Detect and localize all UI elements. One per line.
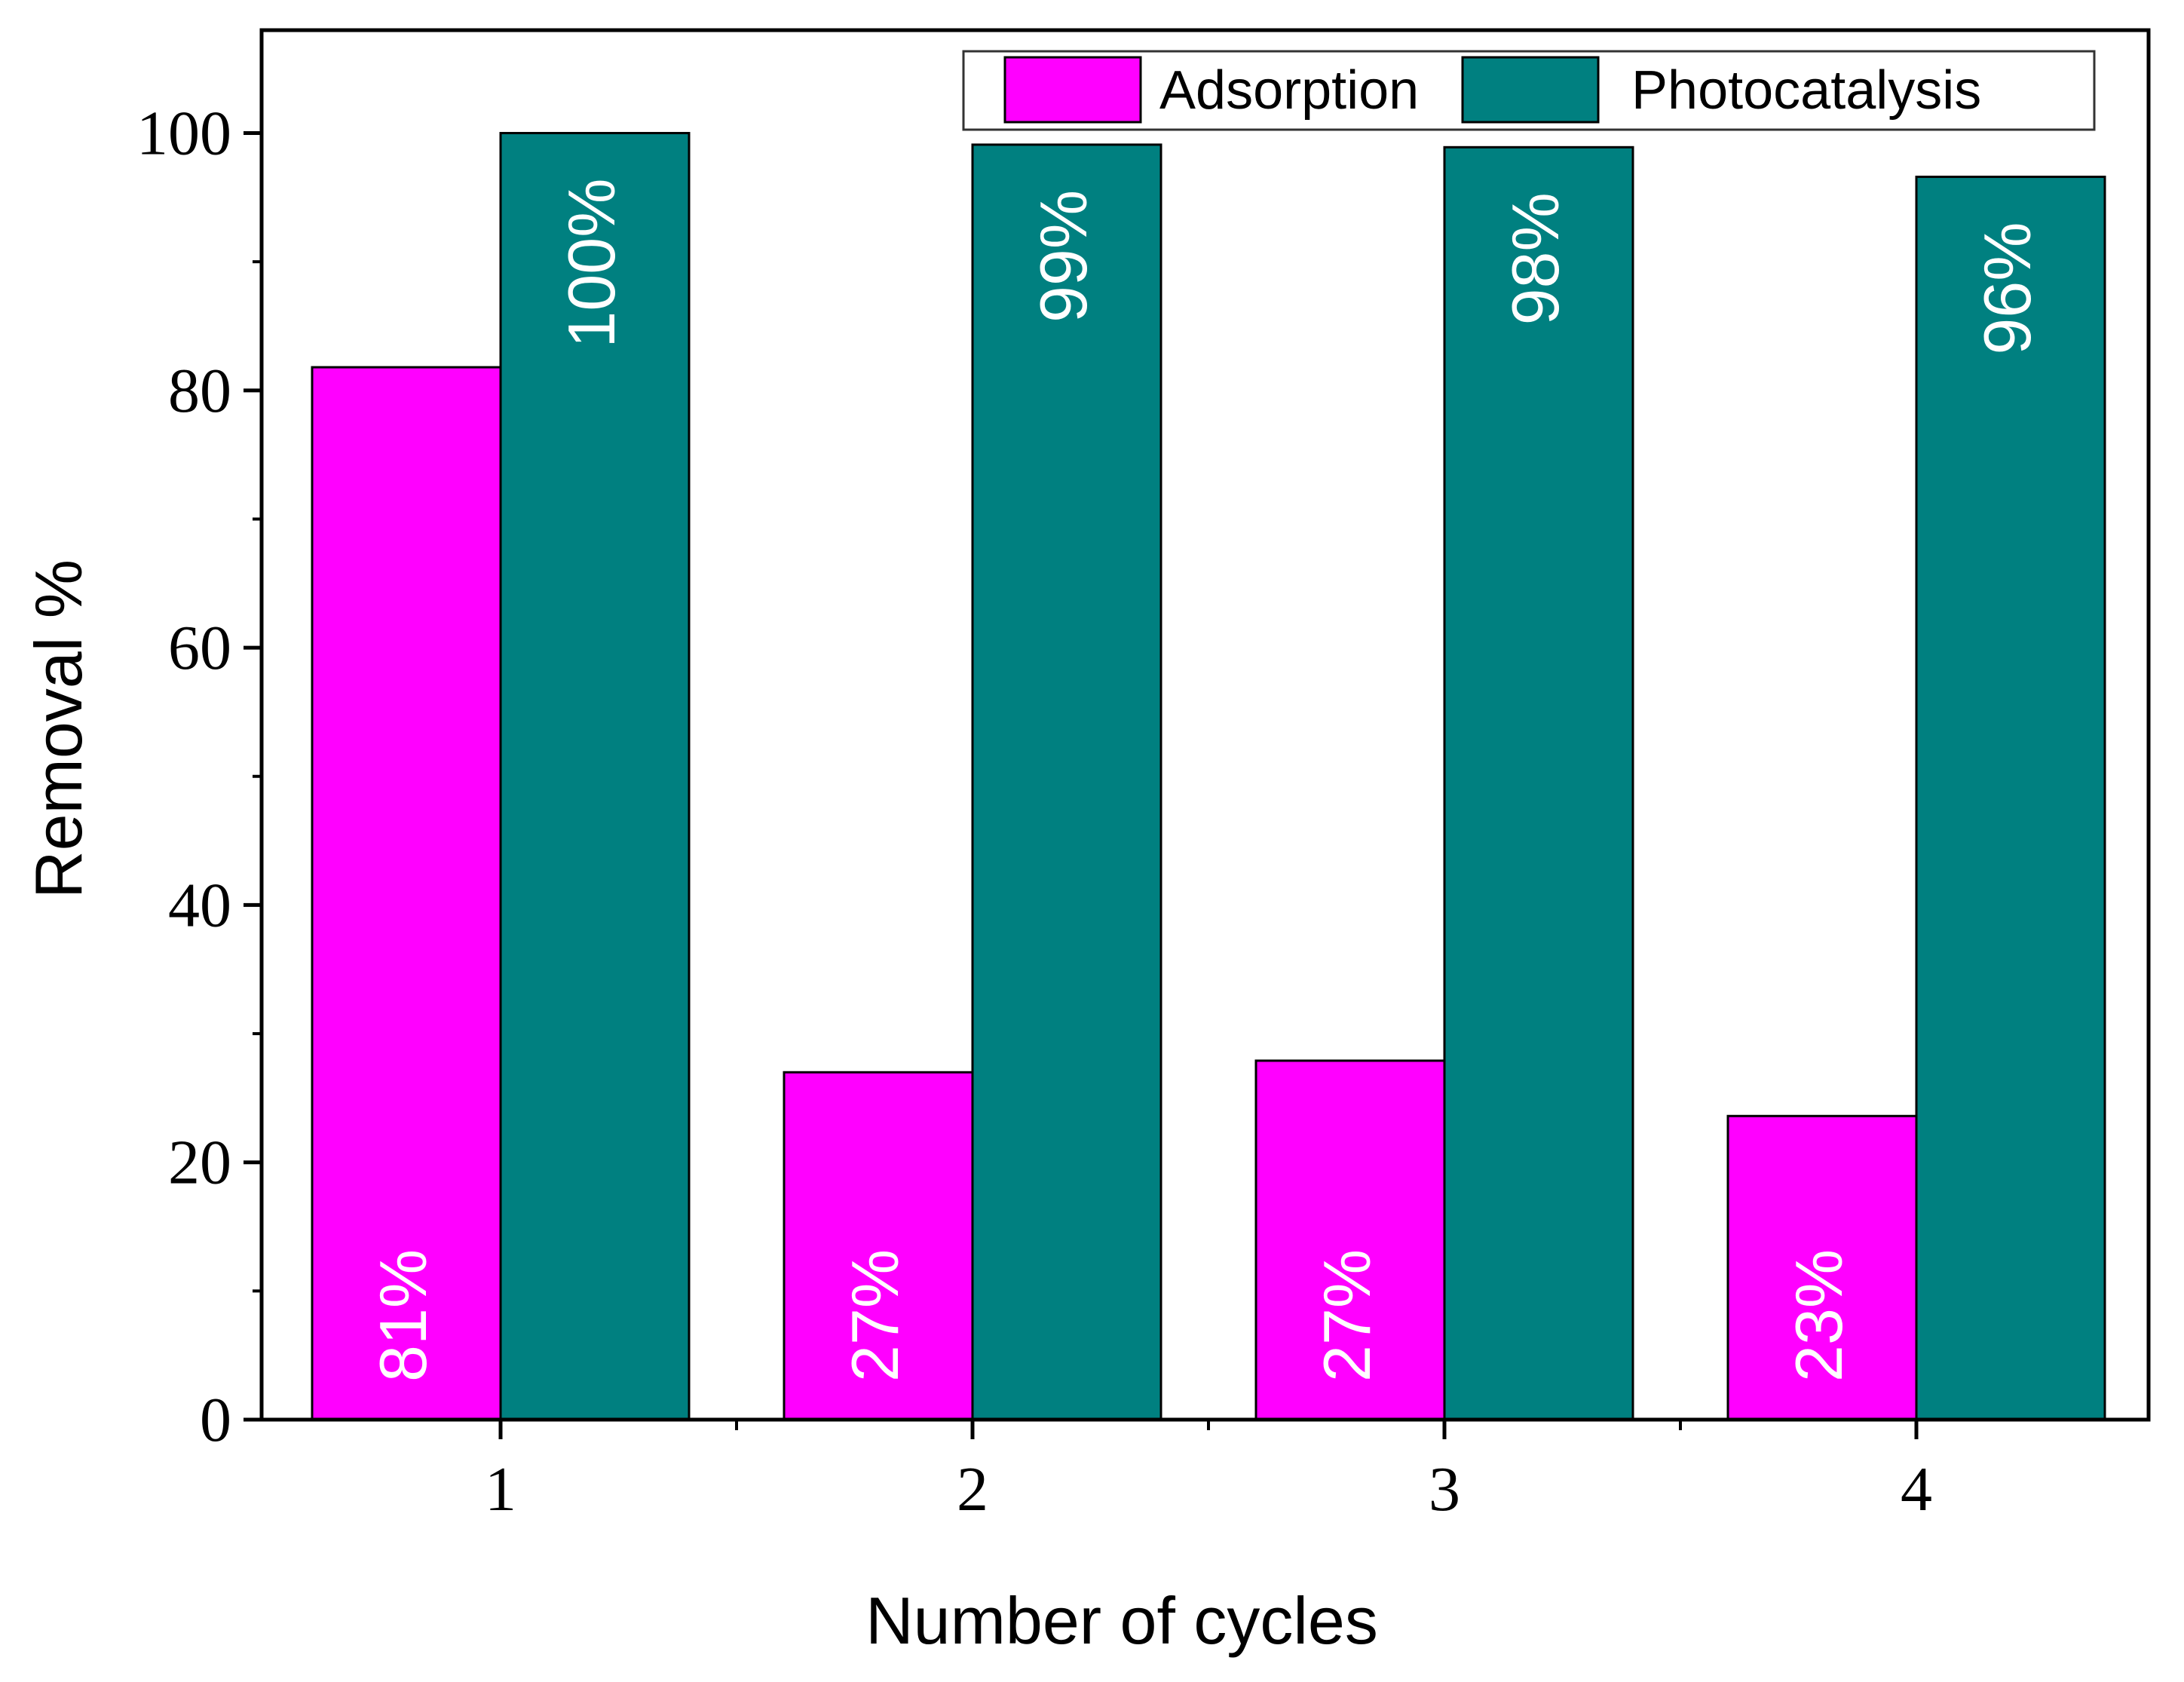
legend-label-photocatalysis: Photocatalysis — [1631, 60, 1981, 121]
bar-adsorption-cycle-2 — [783, 1071, 974, 1421]
value-label-photocatalysis-cycle-3: 98% — [1498, 192, 1573, 325]
bars-layer — [311, 132, 2106, 1421]
y-tick-label: 60 — [168, 613, 231, 683]
bar-photocatalysis-cycle-3 — [1443, 146, 1634, 1421]
value-label-photocatalysis-cycle-2: 99% — [1026, 190, 1101, 323]
value-label-photocatalysis-cycle-4: 96% — [1970, 222, 2045, 355]
x-tick-label: 4 — [1901, 1454, 1932, 1524]
value-label-adsorption-cycle-3: 27% — [1309, 1249, 1384, 1382]
y-tick-label: 20 — [168, 1128, 231, 1198]
bar-adsorption-cycle-1 — [311, 366, 502, 1421]
bar-photocatalysis-cycle-1 — [499, 132, 691, 1421]
x-tick-label: 1 — [485, 1454, 516, 1524]
value-label-adsorption-cycle-1: 81% — [366, 1249, 440, 1382]
y-tick-label: 0 — [200, 1385, 231, 1455]
value-label-adsorption-cycle-2: 27% — [838, 1249, 912, 1382]
legend-swatch-adsorption — [1003, 56, 1142, 124]
y-tick-label: 40 — [168, 870, 231, 940]
legend: Adsorption Photocatalysis — [962, 50, 2096, 131]
y-tick-label: 100 — [136, 99, 231, 169]
legend-swatch-photocatalysis — [1461, 56, 1600, 124]
legend-label-adsorption: Adsorption — [1159, 60, 1419, 121]
bar-adsorption-cycle-3 — [1254, 1059, 1446, 1421]
x-tick-label: 2 — [957, 1454, 988, 1524]
bar-photocatalysis-cycle-2 — [971, 143, 1162, 1421]
bar-value-labels: 81% 100% 27% 99% 27% 98% 23% 96% — [366, 179, 2045, 1382]
x-axis-title: Number of cycles — [865, 1583, 1378, 1658]
x-tick-label: 3 — [1429, 1454, 1460, 1524]
y-axis-title: Removal % — [21, 559, 96, 899]
y-tick-label: 80 — [168, 356, 231, 426]
plot-frame — [259, 28, 2151, 1422]
value-label-photocatalysis-cycle-1: 100% — [554, 179, 629, 348]
value-label-adsorption-cycle-4: 23% — [1781, 1249, 1856, 1382]
bar-photocatalysis-cycle-4 — [1915, 176, 2106, 1421]
